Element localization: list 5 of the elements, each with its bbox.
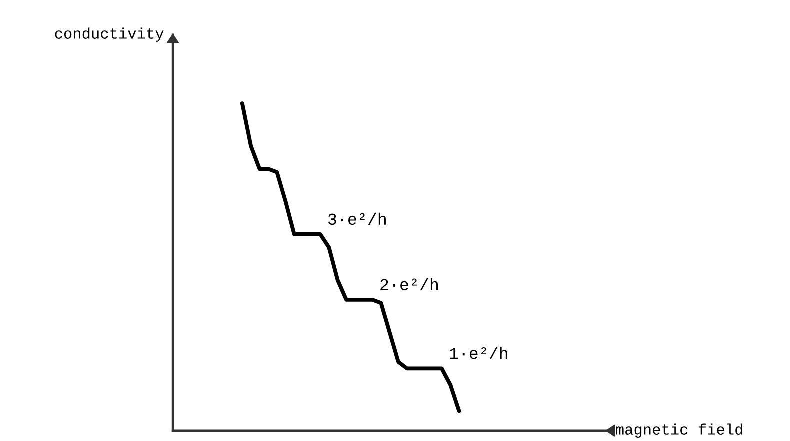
x-axis-title: magnetic field bbox=[616, 424, 742, 438]
y-axis-title: conductivity bbox=[55, 28, 164, 42]
annotation: 2·e²/h bbox=[380, 278, 438, 291]
annotation: 1·e²/h bbox=[450, 347, 508, 360]
annotation: 3·e²/h bbox=[328, 212, 386, 226]
